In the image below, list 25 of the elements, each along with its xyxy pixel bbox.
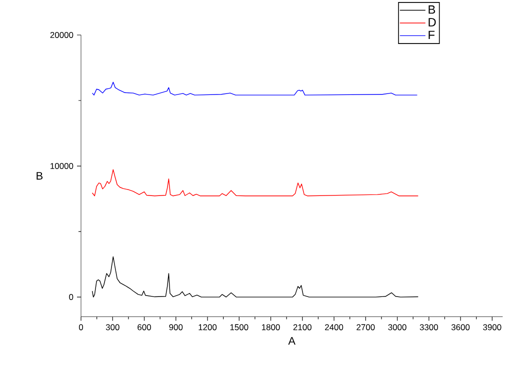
legend-label: F (428, 30, 435, 40)
x-tick-label: 1200 (198, 324, 217, 330)
x-axis-title: A (288, 337, 296, 345)
x-tick-label: 1500 (230, 324, 248, 330)
line-series (92, 82, 418, 96)
y-tick-label: 0 (69, 294, 74, 300)
x-tick-label: 600 (138, 324, 151, 330)
legend-label: B (428, 5, 436, 14)
x-tick-label: 300 (106, 324, 120, 330)
y-axis-title: B (36, 172, 43, 180)
x-tick-label: 1800 (262, 324, 280, 330)
x-tick-label: 900 (169, 324, 183, 330)
x-tick-label: 2700 (356, 324, 375, 330)
line-series (92, 256, 419, 298)
x-tick-label: 2100 (293, 324, 312, 330)
x-tick-label: 2400 (325, 324, 344, 330)
x-tick-label: 3300 (420, 324, 438, 330)
x-tick-label: 0 (78, 324, 84, 330)
line-series (92, 169, 419, 196)
x-tick-label: 3600 (451, 324, 470, 330)
y-tick-label: 20000 (50, 32, 74, 38)
x-tick-label: 3900 (483, 324, 502, 330)
x-tick-label: 3000 (388, 324, 406, 330)
y-tick-label: 10000 (50, 163, 74, 170)
legend-label: D (428, 18, 436, 26)
